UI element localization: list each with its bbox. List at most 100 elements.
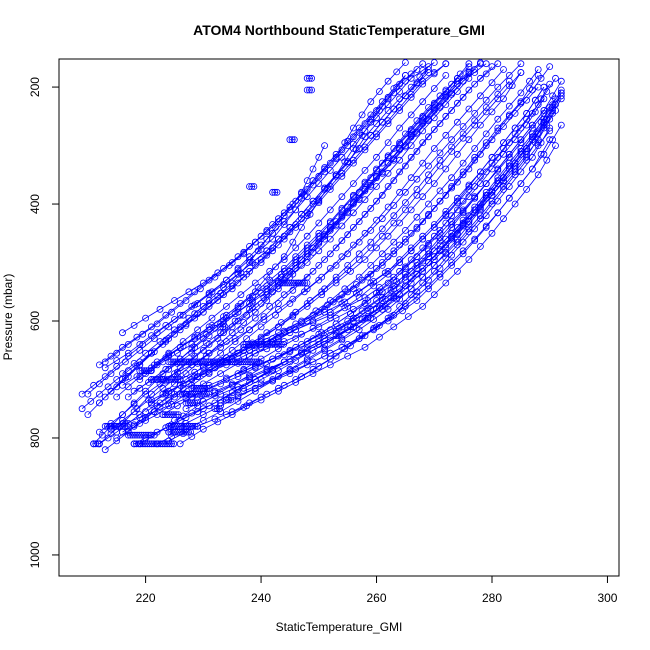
data-point bbox=[189, 422, 197, 430]
data-point bbox=[321, 164, 329, 171]
data-point bbox=[511, 159, 519, 167]
data-point bbox=[182, 320, 190, 328]
data-point bbox=[442, 212, 450, 220]
data-point bbox=[280, 381, 288, 389]
data-point bbox=[246, 259, 253, 266]
data-point bbox=[419, 193, 427, 201]
data-point bbox=[161, 440, 169, 448]
data-point bbox=[163, 411, 171, 419]
data-point bbox=[309, 197, 317, 205]
data-point bbox=[534, 171, 542, 179]
data-point bbox=[352, 281, 360, 288]
data-point bbox=[413, 130, 421, 138]
y-axis-label: Pressure (mbar) bbox=[1, 274, 15, 361]
data-point bbox=[186, 399, 194, 407]
data-point bbox=[237, 326, 245, 334]
data-point bbox=[271, 188, 279, 196]
data-point bbox=[234, 302, 242, 310]
data-point bbox=[407, 229, 415, 237]
data-point bbox=[378, 305, 386, 313]
data-point bbox=[534, 83, 542, 91]
data-point bbox=[271, 340, 279, 348]
data-point bbox=[257, 241, 265, 249]
data-point bbox=[181, 390, 189, 398]
data-point bbox=[174, 358, 181, 366]
data-point bbox=[104, 383, 112, 391]
data-point bbox=[349, 133, 357, 141]
data-point bbox=[138, 431, 145, 439]
data-point bbox=[205, 300, 213, 307]
data-point bbox=[144, 431, 152, 439]
data-point bbox=[253, 358, 261, 366]
data-point bbox=[384, 232, 392, 240]
data-point bbox=[517, 89, 525, 97]
data-point bbox=[217, 289, 225, 297]
data-point bbox=[218, 358, 225, 366]
data-point bbox=[204, 358, 212, 366]
data-point bbox=[375, 283, 383, 291]
data-point bbox=[286, 355, 294, 363]
data-point bbox=[274, 279, 282, 287]
data-point bbox=[220, 358, 228, 366]
series-line bbox=[99, 63, 423, 366]
data-point bbox=[158, 376, 166, 383]
data-point bbox=[137, 440, 145, 448]
data-point bbox=[404, 313, 412, 321]
data-point bbox=[419, 98, 427, 106]
data-point bbox=[104, 422, 111, 430]
data-point bbox=[465, 212, 473, 220]
data-point bbox=[367, 115, 375, 123]
data-point bbox=[299, 279, 307, 287]
data-point bbox=[231, 358, 239, 366]
data-point bbox=[119, 422, 127, 430]
data-point bbox=[242, 358, 250, 366]
data-point bbox=[113, 383, 121, 391]
series-27 bbox=[147, 69, 525, 407]
data-point bbox=[425, 247, 432, 255]
data-point bbox=[173, 349, 181, 357]
data-point bbox=[401, 300, 409, 307]
data-point bbox=[226, 358, 234, 366]
data-point bbox=[488, 79, 496, 87]
flat-run-17 bbox=[274, 279, 311, 287]
data-point bbox=[184, 399, 192, 407]
data-point bbox=[255, 340, 263, 348]
data-point bbox=[173, 368, 181, 376]
data-point bbox=[315, 323, 323, 331]
data-point bbox=[494, 83, 502, 91]
series-52 bbox=[165, 124, 554, 445]
data-point bbox=[315, 240, 323, 247]
data-point bbox=[286, 223, 294, 231]
data-point bbox=[292, 259, 300, 266]
flat-run-21 bbox=[303, 86, 316, 94]
data-point bbox=[133, 333, 141, 341]
data-point bbox=[165, 376, 173, 383]
data-point bbox=[326, 349, 334, 357]
data-point bbox=[266, 302, 274, 310]
data-point bbox=[135, 440, 142, 448]
data-point bbox=[229, 358, 236, 366]
data-point bbox=[250, 183, 258, 190]
data-point bbox=[257, 256, 265, 264]
data-point bbox=[358, 276, 366, 284]
data-point bbox=[344, 317, 352, 325]
data-point bbox=[413, 292, 421, 300]
data-point bbox=[471, 156, 479, 164]
data-point bbox=[407, 70, 415, 78]
data-point bbox=[413, 147, 421, 155]
series-line bbox=[122, 69, 418, 334]
series-line bbox=[122, 63, 481, 386]
data-point bbox=[191, 333, 199, 341]
data-point bbox=[171, 330, 178, 338]
data-point bbox=[529, 153, 536, 161]
data-point bbox=[246, 242, 253, 250]
data-point bbox=[338, 291, 346, 299]
data-point bbox=[172, 376, 180, 383]
data-point bbox=[305, 74, 313, 82]
series-45 bbox=[130, 107, 548, 448]
data-point bbox=[294, 279, 302, 287]
data-point bbox=[361, 332, 369, 340]
data-point bbox=[272, 311, 279, 319]
data-point bbox=[178, 422, 186, 430]
data-point bbox=[332, 352, 340, 360]
